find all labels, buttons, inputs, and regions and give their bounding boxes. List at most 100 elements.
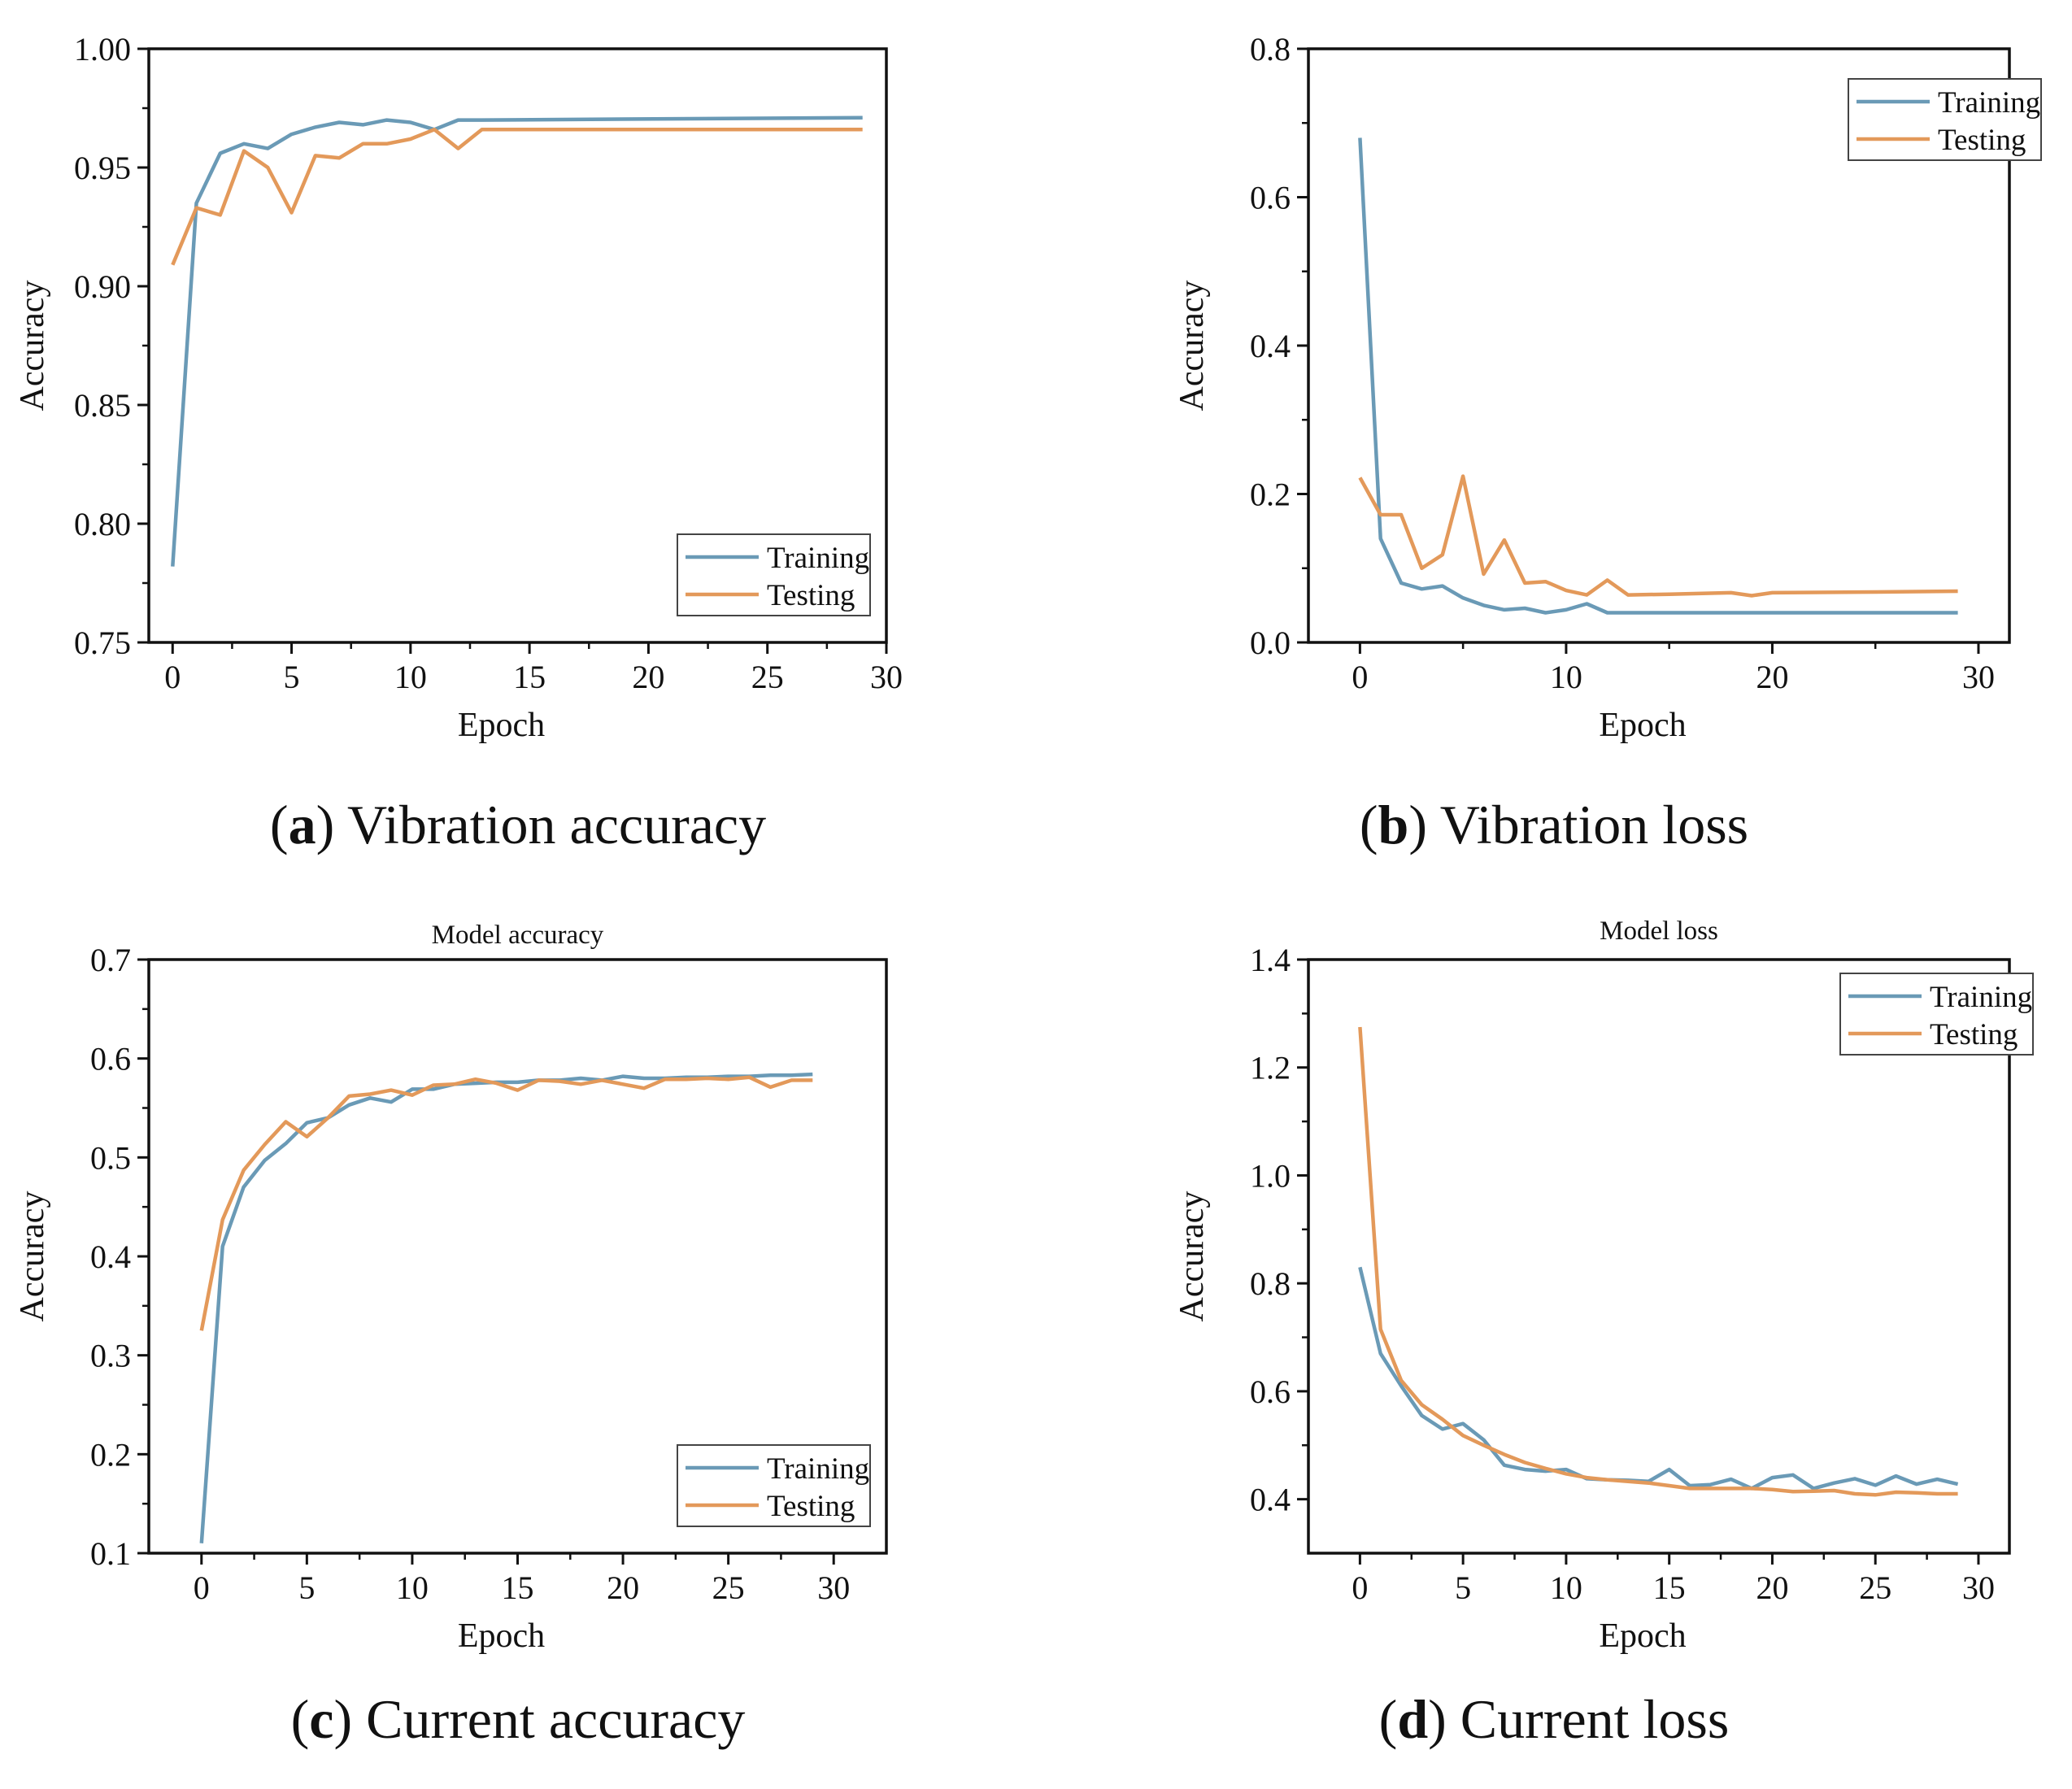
x-tick-label: 0 (194, 1569, 210, 1606)
series-line-training (1358, 1266, 1959, 1491)
x-tick-label: 20 (1756, 1569, 1788, 1606)
y-tick-label: 0.90 (74, 268, 131, 305)
x-tick-label: 15 (1653, 1569, 1686, 1606)
chart-vibration-accuracy: 0 5 10 15 20 25 30 0.75 0.80 0.85 0.90 0.95 1.00 Epoc… (14, 31, 903, 744)
x-tick-label: 25 (712, 1569, 745, 1606)
caption-c: (c) Current accuracy (290, 1688, 746, 1750)
y-axis-label: Accuracy (14, 281, 51, 411)
x-tick-label: 10 (396, 1569, 429, 1606)
legend-label-testing: Testing (1930, 1018, 2018, 1051)
y-tick-label: 0.2 (1250, 477, 1291, 513)
panel-current-accuracy: Model accuracy 0 5 10 15 20 25 30 0.1 0.2 0.3 0.4 0.… (0, 894, 1036, 1789)
series-line-testing (199, 1075, 813, 1331)
x-axis-label: Epoch (1599, 707, 1686, 744)
x-axis-label: Epoch (458, 1617, 545, 1655)
x-tick-label: 20 (1756, 659, 1788, 695)
legend-label-training: Training (767, 542, 869, 575)
x-tick-label: 15 (513, 659, 546, 695)
y-axis-label: Accuracy (14, 1191, 51, 1322)
series-line-testing (1358, 1026, 1958, 1497)
y-tick-label: 0.75 (74, 625, 131, 661)
x-tick-label: 25 (1859, 1569, 1891, 1606)
y-tick-label: 0.85 (74, 387, 131, 424)
caption-d: (d) Current loss (1378, 1688, 1730, 1750)
y-tick-label: 0.95 (74, 150, 131, 186)
x-tick-label: 0 (1352, 1569, 1368, 1606)
x-axis-label: Epoch (458, 707, 545, 744)
y-tick-label: 1.2 (1250, 1050, 1291, 1086)
caption-text: Current loss (1446, 1688, 1730, 1750)
panel-vibration-accuracy: 0 5 10 15 20 25 30 0.75 0.80 0.85 0.90 0.95 1.00 Epoc… (0, 0, 1036, 894)
y-tick-label: 0.2 (90, 1436, 131, 1473)
legend-label-training: Training (767, 1452, 869, 1486)
y-tick-label: 0.0 (1250, 625, 1291, 661)
y-tick-label: 0.6 (1250, 180, 1291, 216)
panel-current-loss: Model loss 0 5 10 15 20 25 30 0.4 0.6 0.8 1.0 1.2 1.4… (1036, 894, 2072, 1789)
y-tick-label: 1.0 (1250, 1157, 1291, 1194)
caption-letter: b (1378, 794, 1409, 855)
caption-letter: d (1397, 1688, 1429, 1750)
chart-title: Model loss (1600, 916, 1718, 946)
caption-text: Vibration accuracy (334, 794, 767, 855)
y-tick-label: 0.6 (90, 1041, 131, 1077)
legend-label-testing: Testing (767, 579, 855, 612)
legend-label-testing: Testing (767, 1490, 855, 1523)
x-tick-label: 10 (1550, 659, 1582, 695)
x-axis-label: Epoch (1599, 1617, 1686, 1655)
legend-box (677, 533, 871, 616)
caption-b: (b) Vibration loss (1359, 794, 1749, 855)
plot-frame (1307, 958, 2011, 1555)
y-tick-label: 0.5 (90, 1139, 131, 1176)
caption-text: Vibration loss (1427, 794, 1749, 855)
y-tick-label: 0.80 (74, 506, 131, 542)
x-tick-label: 10 (394, 659, 427, 695)
x-tick-label: 5 (284, 659, 300, 695)
caption-a: (a) Vibration accuracy (269, 794, 767, 855)
chart-current-loss: Model loss 0 5 10 15 20 25 30 0.4 0.6 0.8 1.0 1.2 1.4… (1173, 916, 2034, 1655)
legend-label-training: Training (1930, 981, 2032, 1014)
x-tick-label: 25 (751, 659, 784, 695)
y-axis-label: Accuracy (1173, 1191, 1211, 1322)
x-tick-label: 30 (817, 1569, 850, 1606)
x-tick-label: 5 (298, 1569, 315, 1606)
x-tick-label: 30 (1962, 1569, 1995, 1606)
y-tick-label: 0.8 (1250, 31, 1291, 67)
x-tick-label: 5 (1455, 1569, 1471, 1606)
y-tick-label: 0.4 (90, 1238, 131, 1275)
x-tick-label: 10 (1550, 1569, 1582, 1606)
legend: Training Testing (1848, 78, 2042, 161)
y-tick-label: 0.4 (1250, 1482, 1291, 1518)
caption-letter: c (309, 1688, 334, 1750)
legend-label-training: Training (1938, 86, 2040, 120)
chart-current-accuracy: Model accuracy 0 5 10 15 20 25 30 0.1 0.2 0.3 0.4 0.… (14, 921, 888, 1655)
legend-label-testing: Testing (1938, 124, 2026, 157)
caption-text: Current accuracy (352, 1688, 746, 1750)
y-tick-label: 0.6 (1250, 1373, 1291, 1410)
series-line-testing (1358, 474, 1958, 598)
legend: Training Testing (1839, 973, 2034, 1056)
legend-box (1839, 973, 2034, 1056)
y-tick-label: 1.00 (74, 31, 131, 67)
legend-box (677, 1444, 871, 1527)
x-tick-label: 30 (870, 659, 903, 695)
x-tick-label: 20 (632, 659, 664, 695)
y-tick-label: 0.4 (1250, 328, 1291, 364)
legend: Training Testing (677, 1444, 871, 1527)
caption-letter: a (288, 794, 316, 855)
x-tick-label: 30 (1962, 659, 1995, 695)
legend: Training Testing (677, 533, 871, 616)
series-line-training (171, 115, 863, 567)
y-tick-label: 0.3 (90, 1338, 131, 1374)
panel-vibration-loss: 0 10 20 30 0.0 0.2 0.4 0.6 0.8 Epoch Accuracy Train… (1036, 0, 2072, 894)
series-line-training (1358, 137, 1958, 615)
y-tick-label: 0.7 (90, 942, 131, 978)
y-tick-label: 0.1 (90, 1535, 131, 1572)
series-line-testing (171, 128, 863, 266)
y-tick-label: 1.4 (1250, 942, 1291, 978)
y-axis-label: Accuracy (1173, 281, 1211, 411)
legend-box (1848, 78, 2042, 161)
x-tick-label: 0 (1352, 659, 1368, 695)
x-tick-label: 0 (164, 659, 181, 695)
x-tick-label: 20 (607, 1569, 639, 1606)
